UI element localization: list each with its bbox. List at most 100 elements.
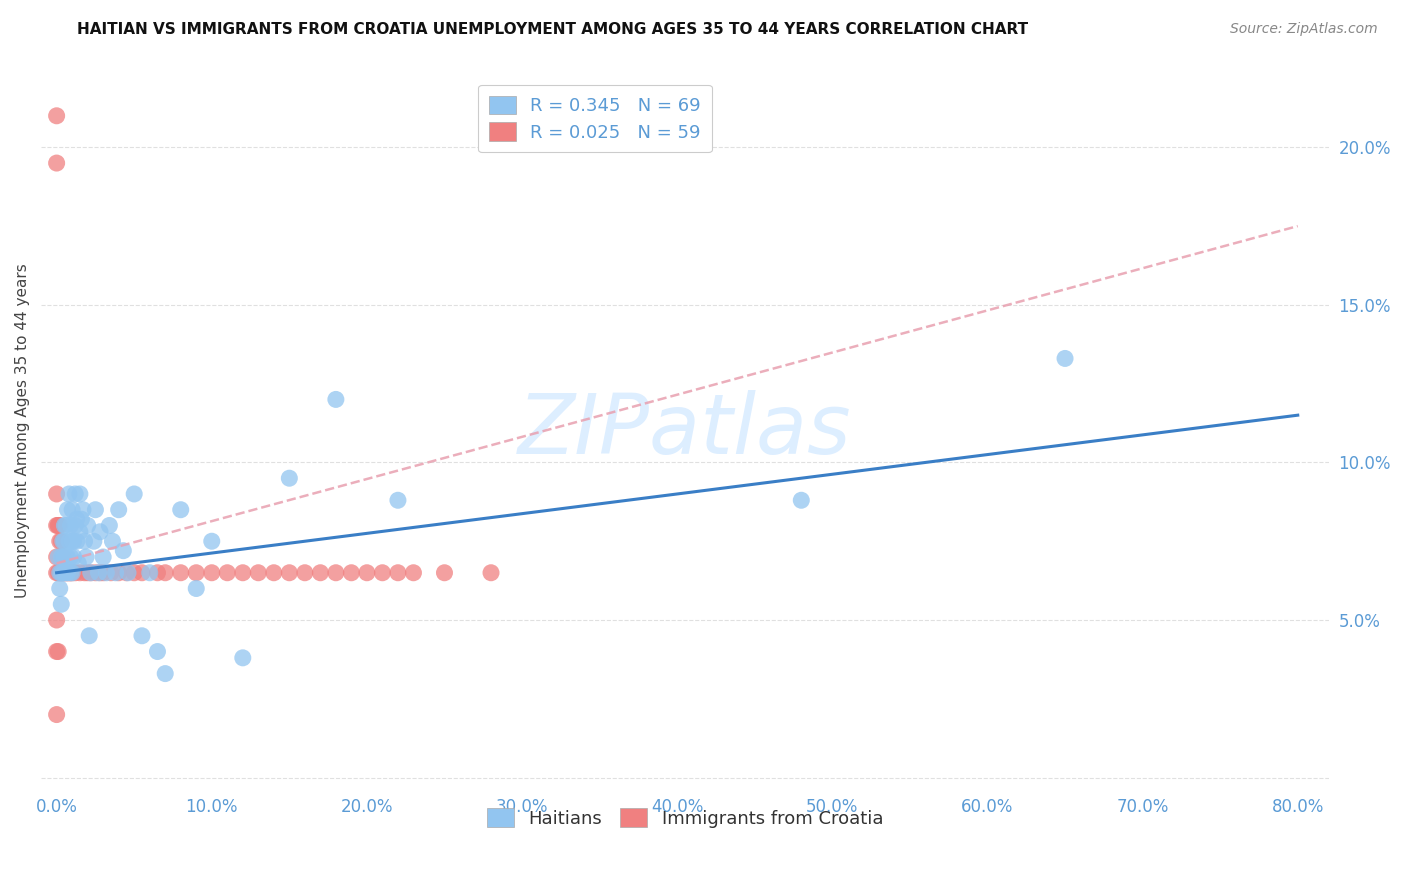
Point [84,566,107,580]
Point [91,549,114,564]
Point [96,566,118,580]
Point [294,566,316,580]
Point [387,566,409,580]
Point [76,566,98,580]
Point [48,582,70,596]
Point [387,493,409,508]
Point [232,650,254,665]
Point [201,566,224,580]
Point [83,534,105,549]
Text: HAITIAN VS IMMIGRANTS FROM CROATIA UNEMPLOYMENT AMONG AGES 35 TO 44 YEARS CORREL: HAITIAN VS IMMIGRANTS FROM CROATIA UNEMP… [77,22,1028,37]
Point [52,566,75,580]
Point [46,644,69,658]
Point [60,502,83,516]
Point [48,566,70,580]
Point [45,707,67,722]
Point [66,534,89,549]
Point [84,502,107,516]
Point [59,566,82,580]
Point [60,566,83,580]
Point [131,566,153,580]
Point [45,644,67,658]
Point [73,566,96,580]
Text: ZIPatlas: ZIPatlas [519,391,852,472]
Point [107,566,129,580]
Point [80,566,103,580]
Point [433,566,456,580]
Point [53,566,76,580]
Point [67,556,90,570]
Point [89,524,111,539]
Point [51,549,73,564]
Point [107,502,129,516]
Point [52,566,75,580]
Point [55,566,77,580]
Text: Source: ZipAtlas.com: Source: ZipAtlas.com [1230,22,1378,37]
Point [48,534,70,549]
Point [60,566,83,580]
Point [72,502,94,516]
Point [101,534,124,549]
Point [80,566,103,580]
Point [186,566,208,580]
Point [65,566,87,580]
Point [62,534,84,549]
Point [201,534,224,549]
Point [51,597,73,611]
Point [53,534,76,549]
Point [112,543,135,558]
Point [59,566,82,580]
Point [55,566,77,580]
Point [52,534,75,549]
Point [325,392,347,407]
Point [56,566,79,580]
Point [247,566,270,580]
Point [340,566,363,580]
Point [51,534,73,549]
Point [77,629,100,643]
Point [76,518,98,533]
Point [98,518,121,533]
Point [65,487,87,501]
Point [51,566,73,580]
Point [263,566,285,580]
Point [87,566,110,580]
Point [115,566,138,580]
Point [278,471,301,485]
Point [138,566,160,580]
Point [278,566,301,580]
Point [51,566,73,580]
Point [48,566,70,580]
Point [402,566,425,580]
Legend: Haitians, Immigrants from Croatia: Haitians, Immigrants from Croatia [479,801,890,835]
Point [53,518,76,533]
Point [56,549,79,564]
Point [69,524,91,539]
Point [46,518,69,533]
Point [66,512,89,526]
Point [56,566,79,580]
Point [62,549,84,564]
Point [45,156,67,170]
Point [65,518,87,533]
Point [155,566,177,580]
Point [58,534,80,549]
Point [146,566,169,580]
Point [146,644,169,658]
Point [45,109,67,123]
Point [53,549,76,564]
Point [1053,351,1076,366]
Point [46,566,69,580]
Point [48,518,70,533]
Point [56,502,79,516]
Point [46,549,69,564]
Point [55,518,77,533]
Point [309,566,332,580]
Point [52,549,75,564]
Point [69,566,91,580]
Point [217,566,239,580]
Point [325,566,347,580]
Point [45,549,67,564]
Point [131,629,153,643]
Point [170,502,193,516]
